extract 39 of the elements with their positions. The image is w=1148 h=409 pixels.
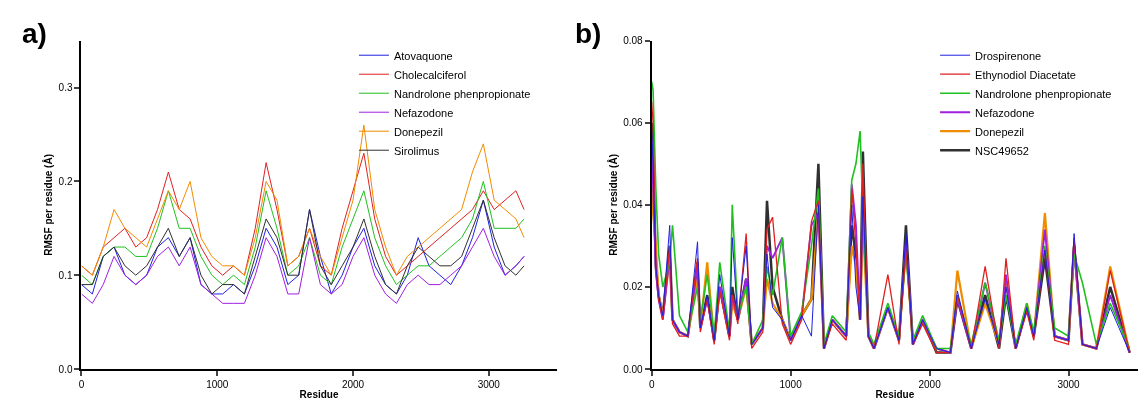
x-tick-label: 3000 [477,379,501,390]
line-series [81,124,525,276]
x-axis-title: Residue [875,389,915,400]
y-axis-title: RMSF per residue (Å) [42,154,55,256]
line-series [81,180,525,286]
legend-label: Atovaquone [393,49,453,62]
x-tick-label: 0 [78,379,85,390]
legend-label: Cholecalciferol [393,68,467,81]
y-axis-title: RMSF per residue (Å) [606,154,619,256]
y-tick-label: 0.3 [58,82,73,94]
legend-label: Nefazodone [393,106,454,119]
legend-label: Donepezil [975,125,1025,138]
legend-label: Nefazodone [975,106,1035,119]
y-tick-label: 0.08 [623,35,644,47]
legend-label: Nandrolone phenpropionate [393,87,531,100]
x-axis-title: Residue [299,389,339,400]
x-tick-label: 1000 [779,379,803,390]
chart-title: a) [22,18,47,49]
legend-label: Sirolimus [393,144,440,157]
y-tick-label: 0.00 [623,363,644,375]
legend-label: Ethynodiol Diacetate [975,68,1076,81]
line-series [81,199,525,295]
y-tick-label: 0.06 [623,117,644,129]
x-tick-label: 0 [648,379,655,390]
y-tick-label: 0.1 [58,269,73,281]
legend-label: Nandrolone phenpropionate [975,87,1112,100]
x-tick-label: 2000 [918,379,942,390]
x-tick-label: 1000 [206,379,229,390]
y-tick-label: 0.02 [623,281,644,293]
y-tick-label: 0.0 [58,363,73,375]
y-tick-label: 0.04 [623,199,644,211]
x-tick-label: 2000 [341,379,365,390]
x-tick-label: 3000 [1057,379,1081,390]
line-series [81,227,525,304]
chart-title: b) [575,18,602,49]
y-tick-label: 0.2 [58,175,73,187]
legend-label: Drospirenone [975,49,1042,62]
legend-label: Donepezil [393,125,443,138]
legend-label: NSC49652 [975,144,1029,157]
